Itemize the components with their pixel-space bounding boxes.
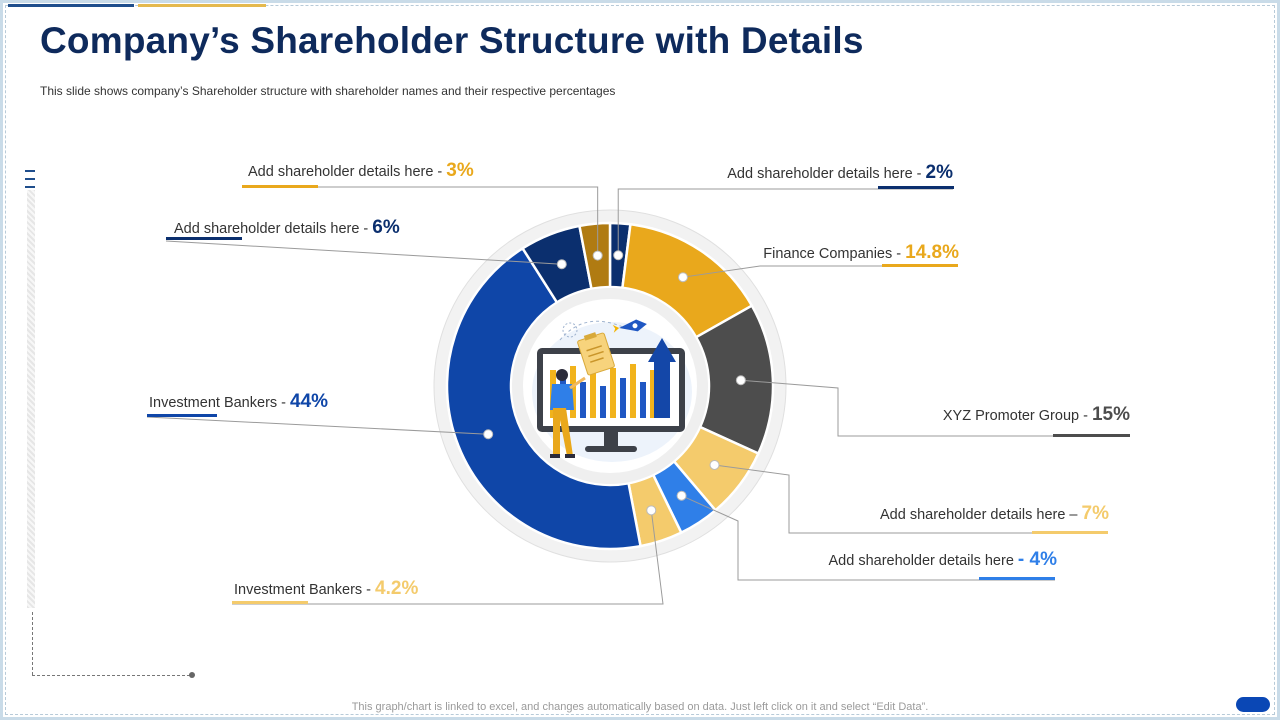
label-underline	[242, 185, 318, 188]
leader-dot	[677, 272, 688, 283]
label-percent: 4.2%	[375, 578, 419, 599]
leader-dot	[709, 459, 720, 470]
label-investment-bankers-44: Investment Bankers - 44%	[149, 392, 328, 413]
leader-dot	[592, 250, 603, 261]
side-decor-dash	[32, 612, 33, 675]
monitor-stand	[585, 446, 637, 452]
leader-line	[232, 510, 664, 605]
accent-line-blue	[8, 4, 134, 7]
label-underline	[147, 414, 217, 417]
leader-dot	[676, 490, 687, 501]
slide-title: Company’s Shareholder Structure with Det…	[40, 20, 864, 61]
label-shareholder-6: Add shareholder details here - 6%	[174, 218, 400, 239]
label-xyz-promoter: XYZ Promoter Group - 15%	[943, 405, 1130, 426]
slide-nav-pill[interactable]	[1236, 697, 1270, 712]
label-text: Add shareholder details here -	[174, 221, 373, 237]
leader-line	[617, 188, 953, 256]
label-shareholder-4: Add shareholder details here - 4%	[828, 550, 1057, 571]
slide-subtitle: This slide shows company’s Shareholder s…	[40, 84, 616, 98]
leader-dot	[483, 429, 494, 440]
monitor-neck	[604, 432, 618, 446]
label-finance-companies: Finance Companies - 14.8%	[763, 243, 959, 264]
label-underline	[1053, 434, 1130, 437]
label-percent: 14.8%	[905, 242, 959, 263]
label-shareholder-3: Add shareholder details here - 3%	[248, 161, 474, 182]
leader-line	[740, 379, 1130, 437]
leader-line	[714, 464, 1108, 534]
label-text: Investment Bankers -	[149, 395, 291, 411]
label-underline	[232, 601, 308, 604]
side-decor-bar	[27, 190, 35, 608]
label-text: XYZ Promoter Group -	[942, 408, 1092, 424]
label-text: Add shareholder details here -	[727, 166, 926, 182]
rocket-icon	[612, 319, 647, 333]
label-investment-bankers-4-2: Investment Bankers - 4.2%	[234, 579, 418, 600]
illustration-orbit	[562, 322, 578, 338]
label-percent: - 4%	[1017, 549, 1057, 570]
side-tick	[25, 170, 35, 172]
label-shareholder-7: Add shareholder details here – 7%	[880, 504, 1109, 525]
center-illustration	[532, 319, 692, 462]
label-underline	[166, 237, 242, 240]
clipboard-icon	[577, 332, 615, 376]
label-underline	[979, 577, 1055, 580]
label-text: Add shareholder details here -	[248, 164, 447, 180]
donut-slice[interactable]	[445, 246, 643, 551]
label-percent: 3%	[446, 160, 474, 181]
label-percent: 7%	[1081, 503, 1109, 524]
leader-dot	[735, 375, 746, 386]
slide-inner-frame	[5, 5, 1275, 715]
leader-line	[681, 495, 1055, 581]
side-tick	[25, 186, 35, 188]
label-text: Investment Bankers -	[234, 582, 376, 598]
footer-note: This graph/chart is linked to excel, and…	[351, 701, 929, 713]
label-percent: 6%	[372, 217, 400, 238]
side-tick	[25, 178, 35, 180]
leader-dots	[483, 250, 746, 516]
side-decor-dot	[189, 672, 195, 678]
accent-line-gold	[138, 4, 266, 7]
leader-line	[165, 240, 562, 265]
label-text: Add shareholder details here	[828, 553, 1018, 569]
leader-dot	[556, 259, 567, 270]
label-text: Add shareholder details here –	[880, 507, 1082, 523]
side-decor-dash	[32, 675, 190, 676]
leader-lines	[146, 186, 1130, 605]
label-underline	[878, 186, 954, 189]
arrow-up-icon	[648, 338, 676, 418]
leader-dot	[613, 250, 624, 261]
label-underline	[882, 264, 958, 267]
label-percent: 2%	[925, 162, 953, 183]
leader-line	[242, 186, 599, 256]
label-shareholder-2: Add shareholder details here - 2%	[727, 163, 953, 184]
label-percent: 15%	[1091, 404, 1130, 425]
leader-line	[146, 416, 489, 435]
label-text: Finance Companies -	[763, 246, 906, 262]
leader-dot	[646, 505, 657, 516]
label-percent: 44%	[290, 391, 329, 412]
person-icon	[550, 369, 586, 458]
label-underline	[1032, 531, 1108, 534]
